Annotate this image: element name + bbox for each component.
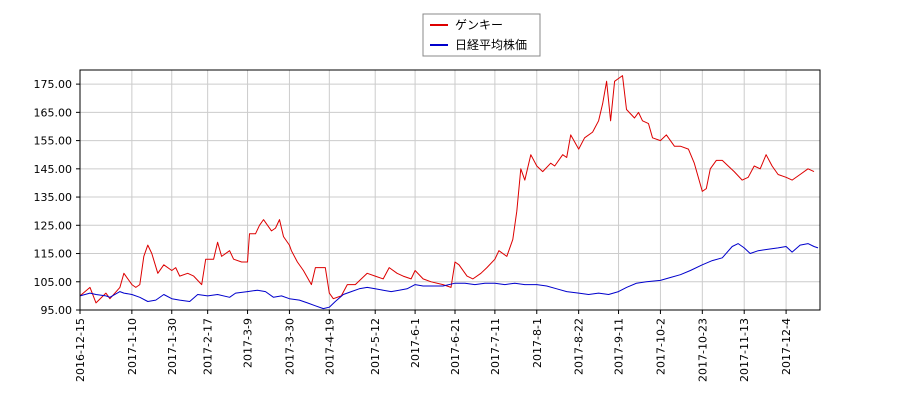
y-tick-label: 165.00 [34,106,73,119]
legend-label-series-2: 日経平均株価 [455,37,527,52]
x-axis: 2016-12-15 2017-1-10 2017-1-30 2017-2-17 201… [74,310,793,382]
y-tick-label: 155.00 [34,135,73,148]
x-tick-label: 2017-11-13 [738,318,751,382]
grid-lines [79,70,820,311]
y-tick-label: 115.00 [34,248,73,261]
x-tick-label: 2017-7-11 [489,318,502,375]
x-tick-label: 2017-1-30 [166,318,179,375]
x-tick-label: 2017-2-17 [202,318,215,375]
y-tick-label: 145.00 [34,163,73,176]
x-tick-label: 2017-10-2 [654,318,667,375]
x-tick-label: 2017-6-1 [409,318,422,368]
x-tick-label: 2017-10-23 [696,318,709,382]
plot-area-frame [79,69,821,311]
legend-label-series-1: ゲンキー [455,18,503,32]
series-line-2 [79,243,819,310]
y-tick-label: 125.00 [34,219,73,232]
legend: ゲンキー 日経平均株価 [422,13,541,57]
x-tick-label: 2016-12-15 [74,318,87,382]
x-tick-label: 2017-8-22 [573,318,586,375]
y-axis: 95.00 105.00 115.00 125.00 135.00 145.00 155.0… [34,78,80,317]
x-tick-label: 2017-12-4 [780,318,793,375]
legend-box [422,13,541,57]
x-tick-label: 2017-3-9 [242,318,255,368]
series-line-1 [79,75,815,304]
y-tick-label: 175.00 [34,78,73,91]
x-tick-label: 2017-3-30 [283,318,296,375]
y-tick-label: 105.00 [34,276,73,289]
x-tick-label: 2017-1-10 [126,318,139,375]
y-tick-label: 95.00 [41,304,73,317]
x-tick-label: 2017-6-21 [449,318,462,375]
x-tick-label: 2017-9-11 [613,318,626,375]
y-tick-label: 135.00 [34,191,73,204]
x-tick-label: 2017-5-12 [369,318,382,375]
series-layer [79,75,819,310]
x-tick-label: 2017-4-19 [323,318,336,375]
x-tick-label: 2017-8-1 [531,318,544,368]
